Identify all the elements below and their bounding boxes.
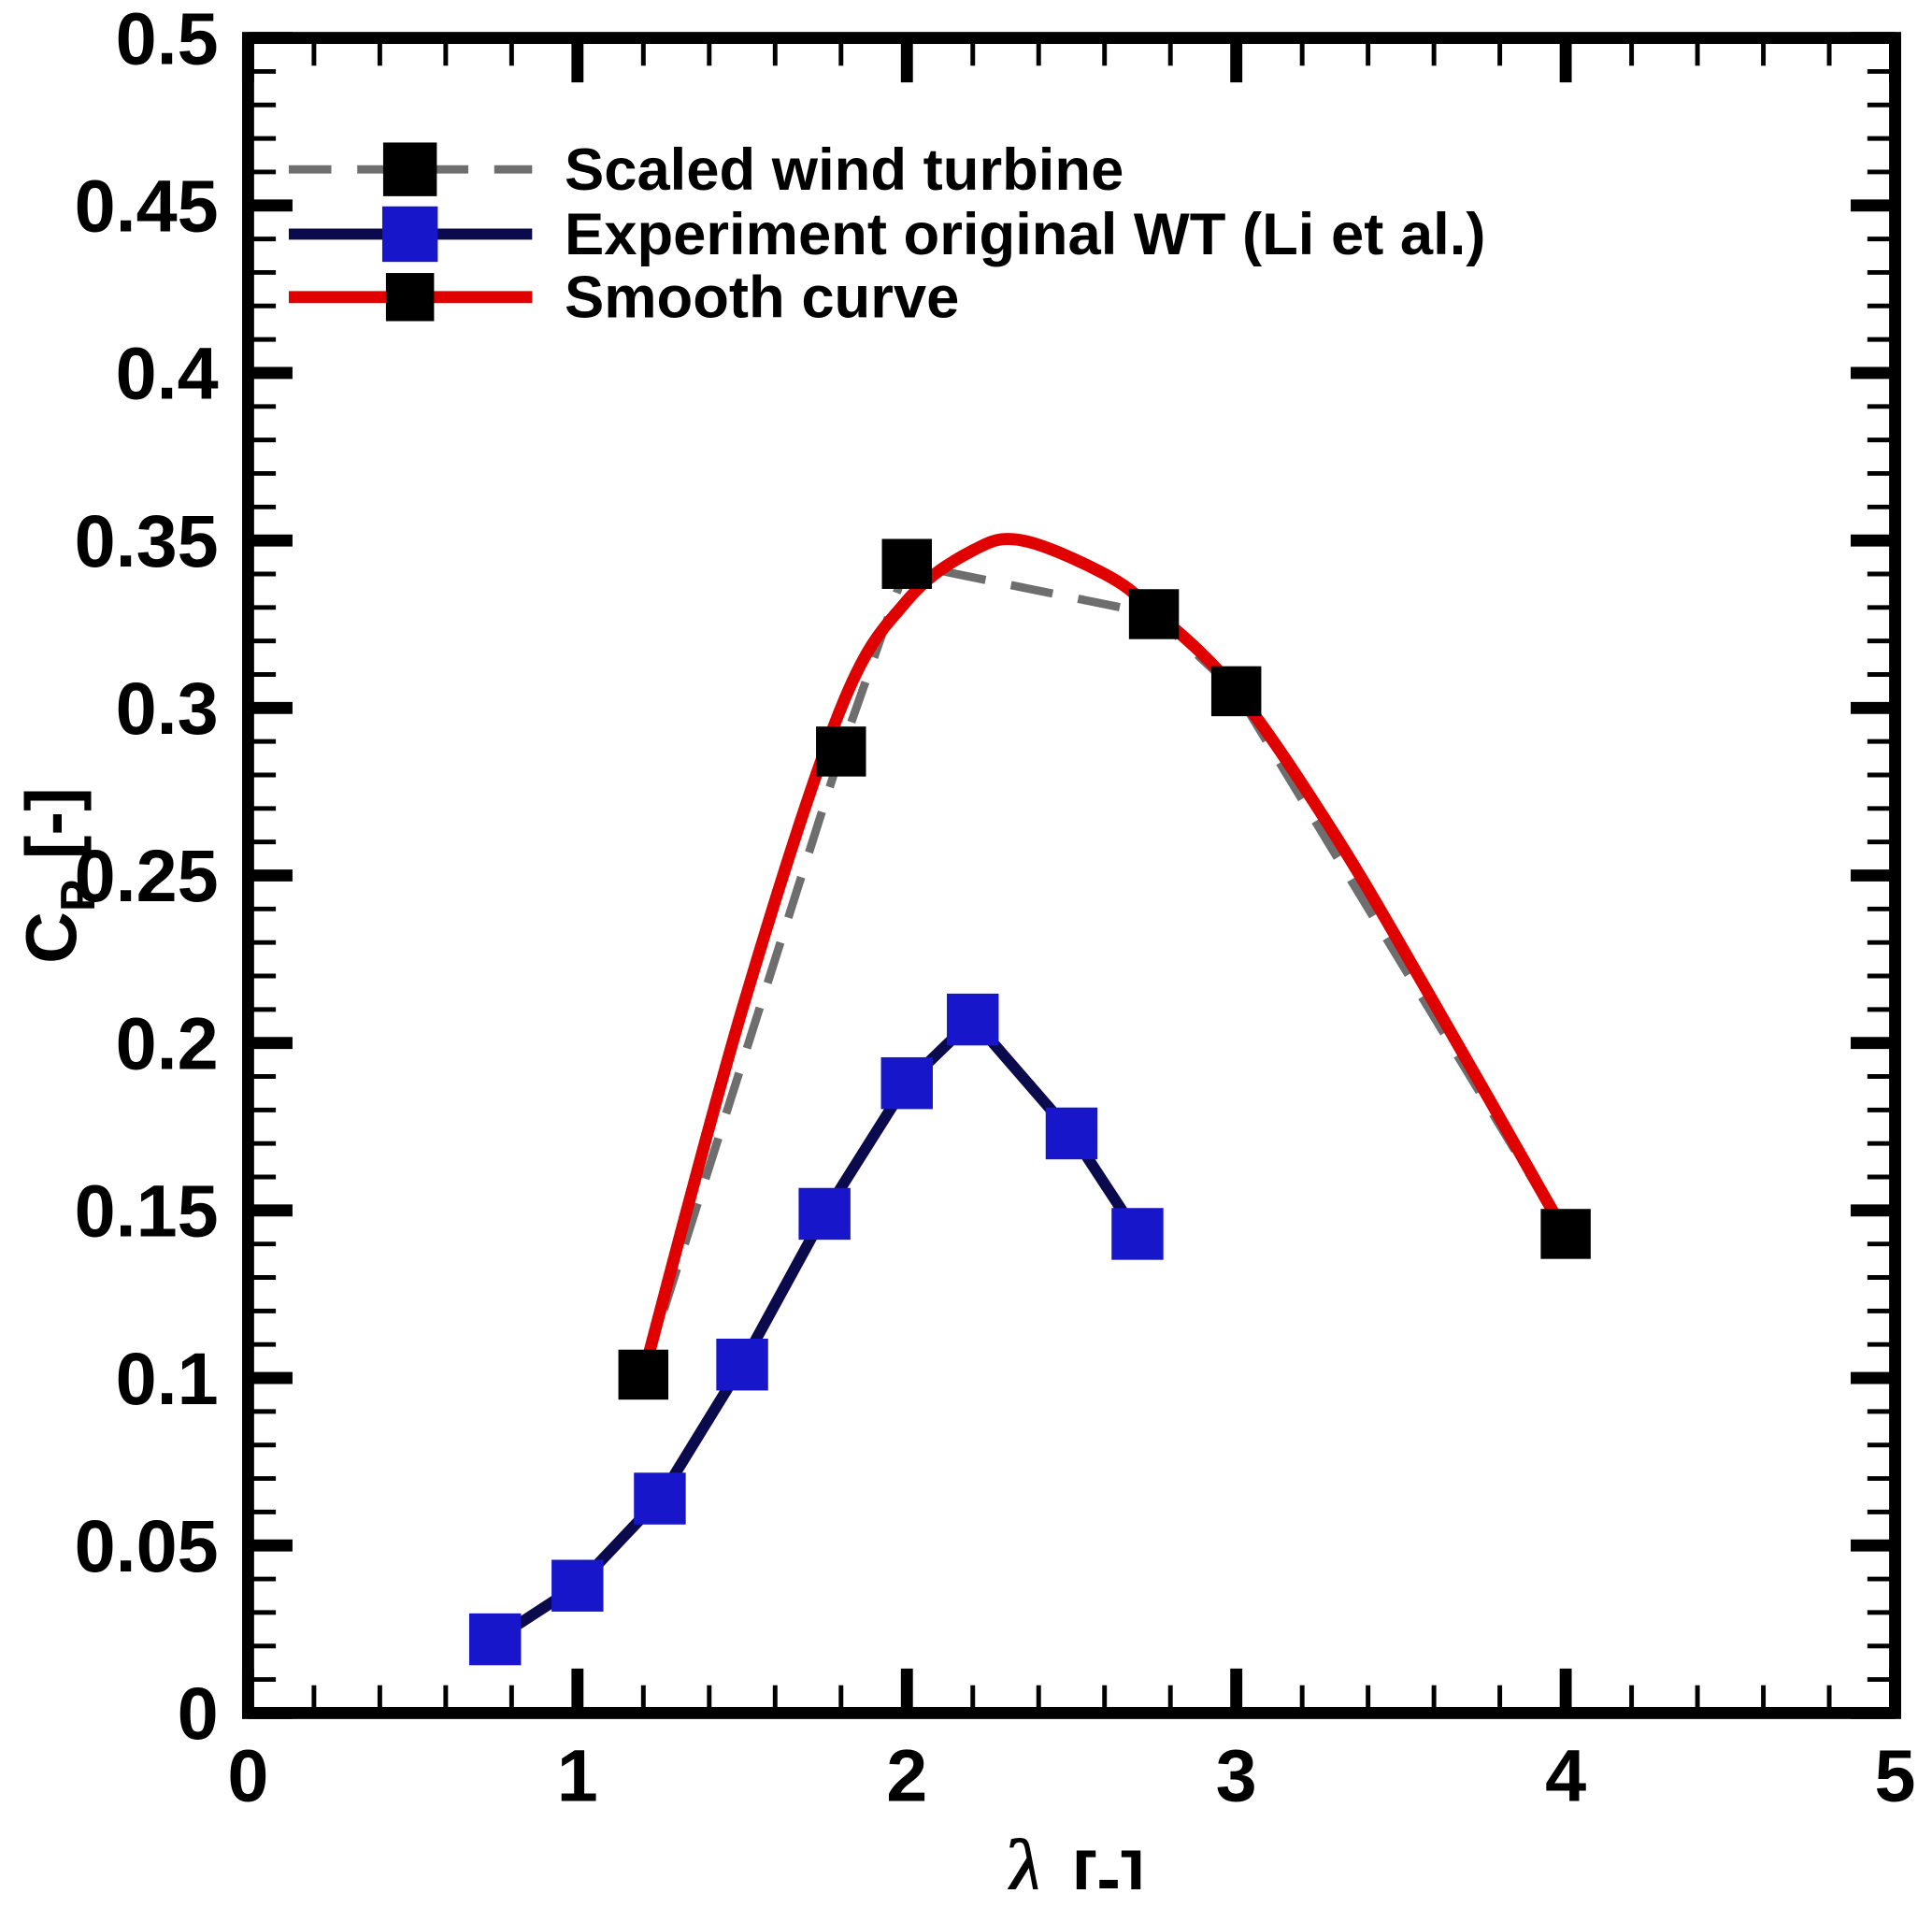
series-smooth-curve-line <box>637 533 1572 1381</box>
series-experiment-original-wt-li-et-al-marker <box>634 1472 687 1525</box>
y-axis-tick-label: 0.2 <box>116 1001 219 1084</box>
series-experiment-original-wt-li-et-al-marker <box>469 1613 522 1666</box>
y-axis-tick-label: 0.3 <box>116 667 219 750</box>
x-axis-tick-label: 0 <box>228 1733 269 1816</box>
series-experiment-original-wt-li-et-al-marker <box>798 1187 852 1241</box>
series-experiment-original-wt-li-et-al-marker <box>880 1056 934 1110</box>
series-scaled-wind-turbine-marker <box>1211 666 1262 717</box>
series-experiment-original-wt-li-et-al-marker <box>1111 1208 1165 1260</box>
series-experiment-original-wt-li-et-al-line <box>492 1011 1143 1644</box>
series-experiment-original-wt-li-et-al-marker <box>947 993 999 1046</box>
series-experiment-original-wt-li-et-al-marker <box>716 1338 769 1391</box>
series-experiment-original-wt-li-et-al-marker <box>1046 1107 1098 1160</box>
y-axis-tick-label: 0.1 <box>116 1337 219 1420</box>
x-axis-tick-label: 2 <box>887 1733 928 1816</box>
legend-entry-label: Scaled wind turbine <box>565 137 1123 203</box>
legend-marker-sample <box>383 142 437 196</box>
legend-entry-label: Smooth curve <box>565 265 959 331</box>
series-scaled-wind-turbine-marker <box>881 538 933 589</box>
x-axis-tick-label: 1 <box>557 1733 598 1816</box>
legend-marker-sample <box>386 273 435 322</box>
legend-marker-sample <box>382 206 438 263</box>
y-axis-tick-label: 0.35 <box>75 499 219 582</box>
y-axis-tick-label: 0.4 <box>116 332 219 415</box>
y-axis-title: CP [-] <box>12 787 106 964</box>
series-scaled-wind-turbine-marker <box>1129 589 1180 639</box>
y-axis-tick-label: 0.5 <box>116 0 219 79</box>
legend-entry-label: Experiment original WT (Li et al.) <box>565 202 1485 267</box>
y-axis-tick-label: 0.45 <box>75 164 219 247</box>
plot-frame <box>242 32 1902 1719</box>
x-axis-tick-label: 3 <box>1216 1733 1257 1816</box>
series-scaled-wind-turbine-marker <box>618 1349 669 1400</box>
y-axis-tick-label: 0.15 <box>75 1169 219 1253</box>
series-experiment-original-wt-li-et-al-marker <box>551 1559 604 1612</box>
x-axis-tick-label: 4 <box>1545 1733 1586 1816</box>
series-scaled-wind-turbine-marker <box>1540 1209 1592 1259</box>
y-axis-tick-label: 0.25 <box>75 834 219 917</box>
series-scaled-wind-turbine-line <box>639 559 1570 1376</box>
y-axis-tick-label: 0 <box>178 1671 219 1755</box>
y-axis-tick-label: 0.05 <box>75 1504 219 1587</box>
series-scaled-wind-turbine-marker <box>816 726 866 777</box>
x-axis-tick-label: 5 <box>1875 1733 1916 1816</box>
cp-lambda-chart: 0 1 2 3 4 5 0 0.05 0.1 0.15 0.2 0.25 0.3 0.35 0.4 0.45 0… <box>9 0 1922 1889</box>
x-axis-title: λ [-] <box>996 1824 1145 1888</box>
chart-canvas: 0 1 2 3 4 5 0 0.05 0.1 0.15 0.2 0.25 0.3 0.35 0.4 0.45 0… <box>12 0 1916 1889</box>
